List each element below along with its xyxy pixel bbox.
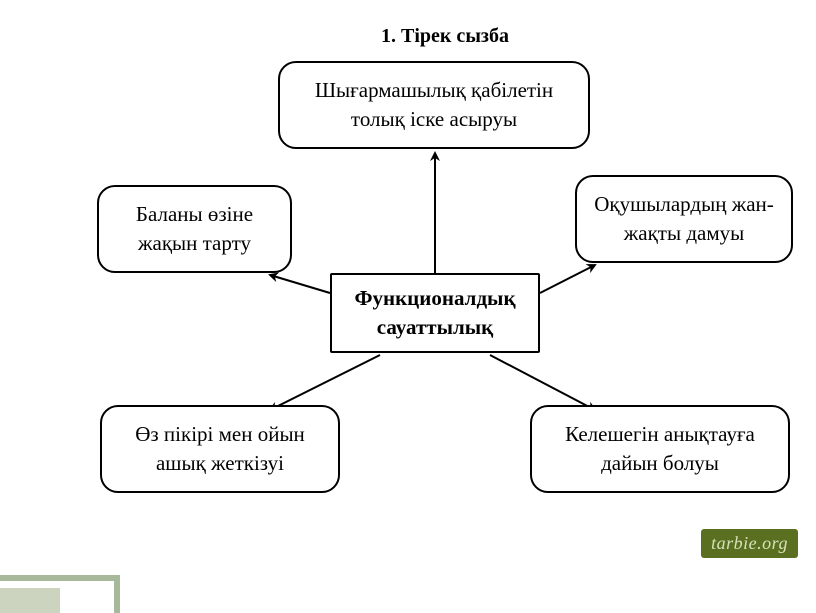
node-left-upper: Баланы өзіне жақын тарту [97,185,292,273]
watermark-badge: tarbie.org [701,529,798,558]
decorative-bar-inner [0,588,60,613]
node-label: Баланы өзіне жақын тарту [109,200,280,259]
node-label: Келешегін анықтауға дайын болуы [542,420,778,479]
node-label: Оқушылардың жан-жақты дамуы [587,190,781,249]
diagram-area: 1. Тірек сызба Функционалдық сауаттылық … [95,15,795,555]
node-label: Өз пікірі мен ойын ашық жеткізуі [112,420,328,479]
node-left-lower: Өз пікірі мен ойын ашық жеткізуі [100,405,340,493]
node-label: Шығармашылық қабілетін толық іске асыруы [290,76,578,135]
node-top: Шығармашылық қабілетін толық іске асыруы [278,61,590,149]
node-right-lower: Келешегін анықтауға дайын болуы [530,405,790,493]
center-node-text: Функционалдық сауаттылық [342,284,528,343]
node-right-upper: Оқушылардың жан-жақты дамуы [575,175,793,263]
center-node: Функционалдық сауаттылық [330,273,540,353]
decorative-bar [0,575,120,613]
diagram-title: 1. Тірек сызба [95,25,795,48]
